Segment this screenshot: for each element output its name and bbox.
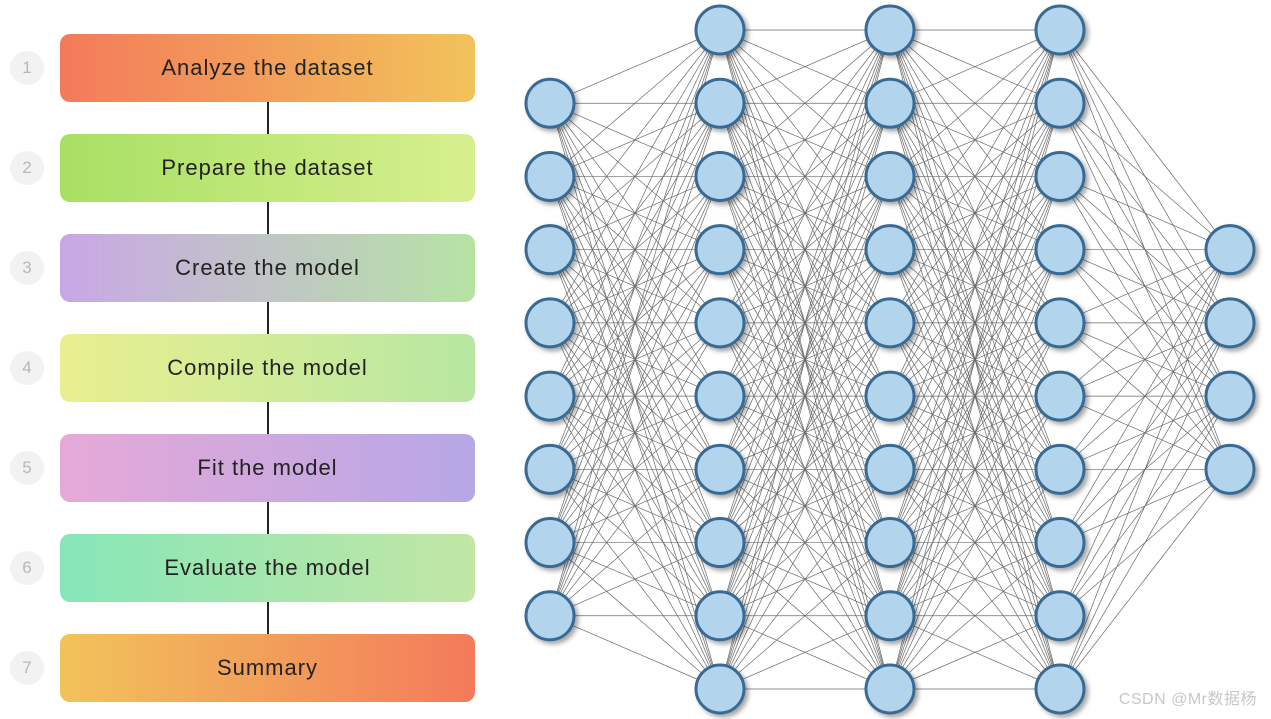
- network-node: [1036, 152, 1084, 200]
- step-number-badge: 6: [10, 551, 44, 585]
- step-box: Fit the model: [60, 434, 475, 502]
- step-label: Prepare the dataset: [161, 155, 373, 181]
- network-node: [1036, 592, 1084, 640]
- step-box: Create the model: [60, 234, 475, 302]
- network-node: [696, 372, 744, 420]
- step-label: Fit the model: [197, 455, 337, 481]
- network-node: [526, 299, 574, 347]
- step-box: Analyze the dataset: [60, 34, 475, 102]
- network-node: [866, 6, 914, 54]
- step-number-badge: 4: [10, 351, 44, 385]
- edge: [1060, 469, 1230, 689]
- network-panel: [500, 0, 1271, 719]
- network-node: [866, 299, 914, 347]
- network-node: [866, 152, 914, 200]
- step-label: Create the model: [175, 255, 360, 281]
- network-node: [1206, 372, 1254, 420]
- step-number-badge: 2: [10, 151, 44, 185]
- network-node: [526, 79, 574, 127]
- step-box: Prepare the dataset: [60, 134, 475, 202]
- network-node: [1206, 445, 1254, 493]
- edge: [550, 30, 720, 396]
- edge: [550, 616, 720, 689]
- step-row: 6 Evaluate the model: [0, 518, 500, 618]
- edge: [1060, 250, 1230, 616]
- step-number-badge: 7: [10, 651, 44, 685]
- step-row: 3 Create the model: [0, 218, 500, 318]
- step-number-badge: 3: [10, 251, 44, 285]
- step-number-badge: 5: [10, 451, 44, 485]
- edge: [550, 30, 720, 103]
- network-node: [696, 445, 744, 493]
- network-node: [1036, 299, 1084, 347]
- network-node: [866, 592, 914, 640]
- network-node: [866, 665, 914, 713]
- edges-group: [550, 30, 1230, 689]
- step-number-badge: 1: [10, 51, 44, 85]
- step-row: 7 Summary: [0, 618, 500, 718]
- network-node: [1036, 519, 1084, 567]
- network-node: [1206, 226, 1254, 274]
- network-node: [866, 79, 914, 127]
- edge: [550, 30, 720, 543]
- network-node: [696, 226, 744, 274]
- network-node: [866, 445, 914, 493]
- step-box: Evaluate the model: [60, 534, 475, 602]
- network-node: [696, 152, 744, 200]
- network-node: [866, 226, 914, 274]
- network-node: [696, 79, 744, 127]
- step-row: 1 Analyze the dataset: [0, 18, 500, 118]
- network-node: [866, 372, 914, 420]
- step-box: Summary: [60, 634, 475, 702]
- steps-panel: 1 Analyze the dataset 2 Prepare the dataset…: [0, 0, 500, 719]
- network-node: [526, 372, 574, 420]
- network-node: [526, 592, 574, 640]
- network-node: [866, 519, 914, 567]
- network-node: [696, 519, 744, 567]
- network-node: [1036, 372, 1084, 420]
- step-label: Summary: [217, 655, 318, 681]
- step-row: 2 Prepare the dataset: [0, 118, 500, 218]
- edge: [1060, 30, 1230, 250]
- step-label: Compile the model: [167, 355, 367, 381]
- network-node: [696, 665, 744, 713]
- network-node: [526, 152, 574, 200]
- step-label: Evaluate the model: [164, 555, 370, 581]
- network-node: [696, 6, 744, 54]
- network-node: [526, 519, 574, 567]
- step-label: Analyze the dataset: [161, 55, 373, 81]
- network-node: [696, 592, 744, 640]
- step-row: 4 Compile the model: [0, 318, 500, 418]
- network-node: [1036, 6, 1084, 54]
- watermark-text: CSDN @Mr数据杨: [1119, 685, 1257, 709]
- network-node: [1036, 665, 1084, 713]
- network-node: [526, 226, 574, 274]
- network-node: [1036, 445, 1084, 493]
- network-node: [696, 299, 744, 347]
- edge: [1060, 323, 1230, 689]
- network-node: [1036, 226, 1084, 274]
- network-node: [1206, 299, 1254, 347]
- edge: [1060, 176, 1230, 249]
- step-row: 5 Fit the model: [0, 418, 500, 518]
- network-node: [1036, 79, 1084, 127]
- step-box: Compile the model: [60, 334, 475, 402]
- network-node: [526, 445, 574, 493]
- edge: [550, 30, 720, 250]
- neural-network-diagram: [500, 0, 1271, 719]
